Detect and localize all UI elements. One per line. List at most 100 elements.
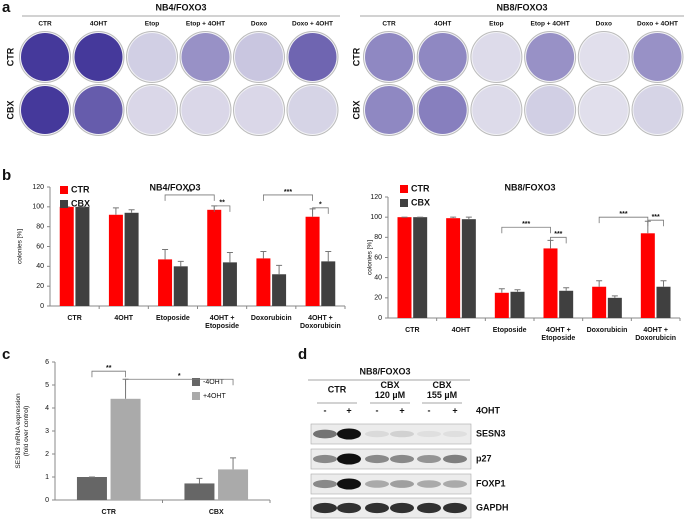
band [417,502,441,514]
column-label: 4OHT [90,21,107,28]
band [390,454,414,464]
band [365,502,389,514]
bar [256,258,271,306]
blot-label: FOXP1 [476,478,506,488]
colonies [235,86,283,134]
legend-label: CTR [71,184,90,194]
blot-title: NB8/FOXO3 [359,366,410,376]
bar [461,219,476,318]
error-bar [660,280,667,287]
colonies [365,86,413,134]
legend-swatch [400,199,408,207]
colonies [418,33,467,81]
significance-bracket [164,194,215,201]
bar [305,216,320,306]
y-tick-label: 4 [45,405,49,412]
bar [222,262,237,306]
error-bar [563,287,570,291]
legend-label: -4OHT [203,379,225,386]
significance-label: * [178,373,181,380]
column-label: Doxo + 4OHT [637,21,678,28]
bar [76,477,107,500]
error-bar [128,209,135,213]
x-tick-label: 4OHT + Doxorubicin [300,315,341,330]
colonies [21,86,69,134]
x-tick-label: 4OHT [114,315,133,322]
lane-group: CTR [328,384,347,394]
chart-title: NB8/FOXO3 [504,182,555,192]
treatment-label: 4OHT [476,405,501,415]
significance-label: *** [652,214,660,221]
bar [173,266,188,306]
lane-sign: - [376,405,379,415]
lane-sign: - [324,405,327,415]
column-label: 4OHT [434,21,451,28]
band [337,478,361,490]
colonies [181,86,230,134]
error-bar [450,216,457,219]
blot-label: GAPDH [476,502,509,512]
legend-label: CBX [411,197,430,207]
significance-bracket [312,207,329,214]
colonies [74,86,123,134]
error-bar [514,289,521,292]
lane-group: CBX 120 µM [375,380,405,400]
bar [184,483,215,500]
colonies [288,33,337,81]
y-tick-label: 80 [36,224,44,231]
column-label: Doxo [596,21,612,28]
band [390,480,414,488]
bar [272,274,287,306]
colonies [526,33,575,81]
bar [559,290,574,318]
legend-label: CTR [411,183,430,193]
bar [321,261,336,306]
significance-bracket [550,236,567,244]
error-bar [325,250,332,262]
band [443,430,467,438]
band [390,430,414,438]
significance-bracket [91,370,126,378]
y-tick-label: 20 [36,283,44,290]
band [443,480,467,488]
band [417,430,441,438]
bar [494,292,509,318]
significance-bracket [647,219,664,227]
x-tick-label: Etoposide [493,327,527,334]
x-tick-label: CTR [67,315,81,322]
y-tick-label: 60 [374,254,382,261]
bar [75,206,90,306]
band [365,454,389,464]
significance-bracket [125,378,234,386]
significance-bracket [213,205,231,212]
block-title: NB8/FOXO3 [496,2,547,12]
error-bar [112,207,119,215]
significance-label: *** [619,211,627,218]
bar [108,214,123,306]
band [337,428,361,440]
band [313,429,337,439]
y-tick-label: 2 [45,451,49,458]
colonies [579,33,628,81]
colonies [181,33,230,81]
band [313,454,337,464]
colonies [472,86,521,134]
significance-label: ** [106,365,112,372]
bar [592,286,607,318]
bar [543,248,558,318]
bar [110,398,141,500]
error-bar [162,248,169,260]
bar [397,217,412,318]
error-bar [465,216,472,220]
colonies [526,86,575,134]
bar [218,469,249,500]
blot-label: p27 [476,453,492,463]
bar [413,217,428,318]
significance-label: *** [522,221,530,228]
column-label: CTR [382,21,396,28]
y-tick-label: 3 [45,428,49,435]
bar [59,206,74,306]
x-tick-label: CBX [209,509,224,516]
lane-sign: + [452,405,457,415]
